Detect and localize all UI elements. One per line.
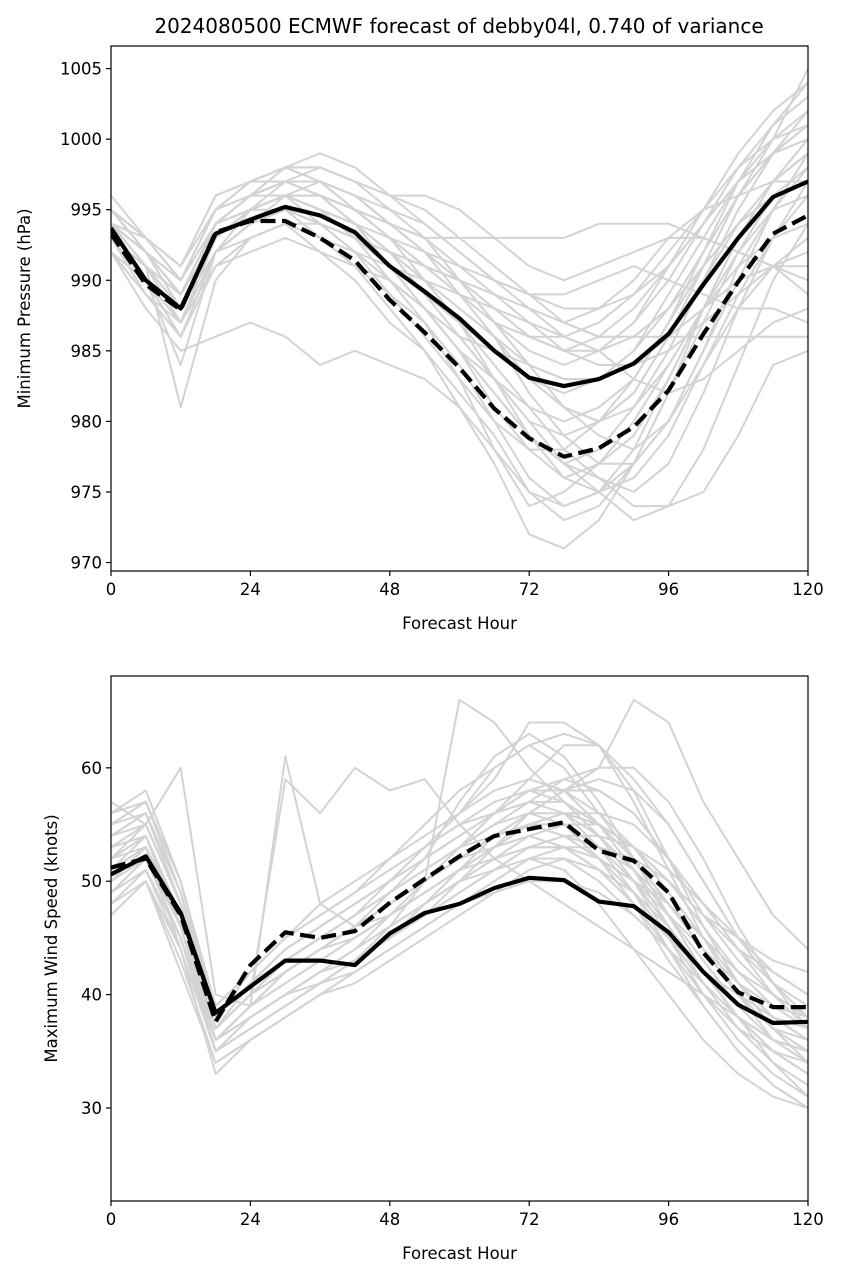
wind-y-tick-label: 60 [81,759,102,778]
wind-ensemble-line-20 [111,778,808,1087]
pressure-y-tick-label: 990 [71,271,103,290]
pressure-chart: 0 24 48 72 96 120 970 975 980 985 990 995 1000 1005 Fo… [15,45,824,633]
pressure-x-tick-label: 24 [240,580,261,599]
pressure-y-tick-label: 970 [71,554,103,573]
wind-x-tick-label: 72 [519,1210,540,1229]
pressure-x-tick-label: 72 [519,580,540,599]
figure-title: 2024080500 ECMWF forecast of debby04l, 0… [154,14,763,38]
pressure-ensemble-line-10 [111,138,808,550]
pressure-ensemble-line-23 [111,237,808,508]
wind-highlight-line-dashed [111,820,808,1024]
wind-x-tick-label: 48 [379,1210,400,1229]
wind-ensemble-line-8 [111,755,808,1041]
wind-plot-lines [111,698,808,1109]
wind-x-tick-label: 24 [240,1210,261,1229]
wind-x-tick-label: 0 [106,1210,117,1229]
pressure-ensemble-line-29 [111,138,808,310]
pressure-y-tick-label: 995 [71,201,103,220]
pressure-ensemble-line-25 [111,194,808,522]
pressure-ensemble-line-36 [111,152,808,352]
pressure-ensemble-line-32 [111,124,808,338]
pressure-ensemble-line-35 [111,138,808,479]
wind-ensemble-line-10 [111,698,808,1053]
pressure-y-tick-label: 980 [71,412,103,431]
wind-x-tick-label: 120 [792,1210,824,1229]
pressure-ensemble-line-5 [111,68,808,423]
pressure-ensemble-line-9 [111,166,808,522]
wind-highlight-line-solid [111,854,808,1026]
wind-y-axis-label: Maximum Wind Speed (knots) [42,814,61,1062]
pressure-y-axis-label: Minimum Pressure (hPa) [15,208,34,408]
pressure-y-tick-label: 985 [71,342,103,361]
pressure-x-tick-label: 48 [379,580,400,599]
pressure-y-tick-label: 1005 [60,60,102,79]
pressure-x-axis-label: Forecast Hour [402,614,517,633]
pressure-ensemble-line-31 [111,124,808,423]
pressure-ensemble-line-30 [111,180,808,451]
wind-chart: 0 24 48 72 96 120 30 40 50 60 Forecast Hour Maximum… [42,675,824,1263]
pressure-y-tick-label: 975 [71,483,103,502]
wind-y-tick-label: 30 [81,1099,102,1118]
wind-x-tick-label: 96 [658,1210,679,1229]
wind-ensemble-line-33 [111,812,808,1041]
pressure-y-tick-label: 1000 [60,130,102,149]
wind-y-tick-label: 50 [81,872,102,891]
pressure-ensemble-line-16 [111,166,808,296]
wind-axes-frame [110,675,809,1202]
pressure-highlight-line-dashed [111,213,808,459]
pressure-plot-lines [111,68,808,550]
wind-x-axis-label: Forecast Hour [402,1244,517,1263]
pressure-axes-frame [110,45,809,572]
pressure-x-tick-label: 96 [658,580,679,599]
pressure-x-tick-label: 120 [792,580,824,599]
pressure-ensemble-line-6 [111,152,808,508]
pressure-ensemble-line-28 [111,236,808,381]
wind-ensemble-line-35 [111,834,808,1053]
pressure-x-tick-label: 0 [106,580,117,599]
pressure-ensemble-line-17 [111,194,808,324]
wind-y-tick-label: 40 [81,986,102,1005]
